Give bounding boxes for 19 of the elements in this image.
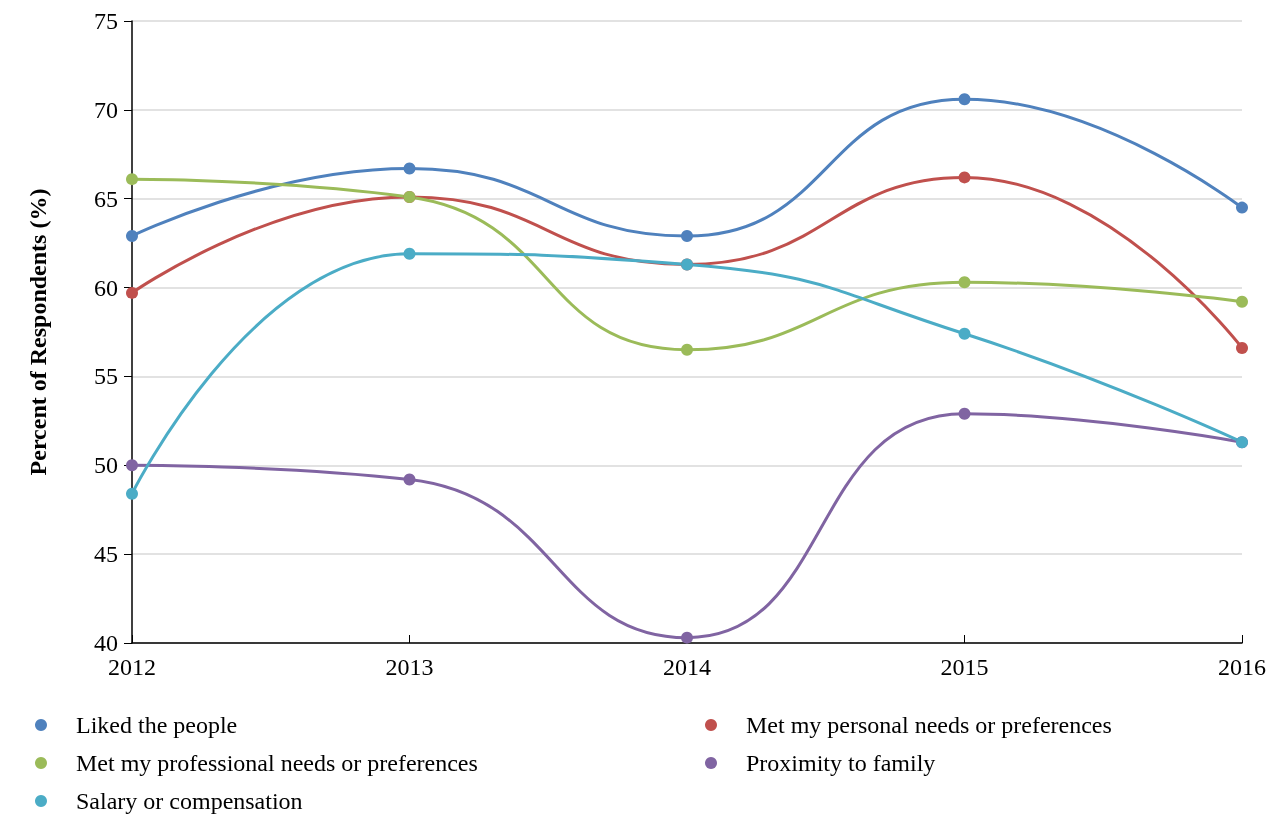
legend-label: Liked the people [76,712,238,738]
y-axis-title: Percent of Respondents (%) [25,188,51,476]
y-tick-label: 55 [94,363,118,390]
legend-label: Proximity to family [746,750,936,776]
legend-label: Salary or compensation [76,788,303,814]
y-tick-label: 75 [94,8,118,34]
y-tick-label: 40 [94,630,118,656]
y-tick-label: 70 [94,96,118,123]
y-tick-label: 50 [94,452,118,479]
legend-label: Met my professional needs or preferences [76,750,478,776]
x-tick-label: 2015 [940,654,989,680]
y-tick-label: 45 [94,541,118,568]
x-tick-label: 2013 [385,654,434,680]
y-tick-label: 65 [94,185,118,212]
x-tick-label: 2016 [1218,654,1266,680]
legend-label: Met my personal needs or preferences [746,712,1112,738]
x-tick-label: 2014 [663,654,711,680]
x-tick-label: 2012 [108,654,156,680]
y-tick-label: 60 [94,274,118,301]
